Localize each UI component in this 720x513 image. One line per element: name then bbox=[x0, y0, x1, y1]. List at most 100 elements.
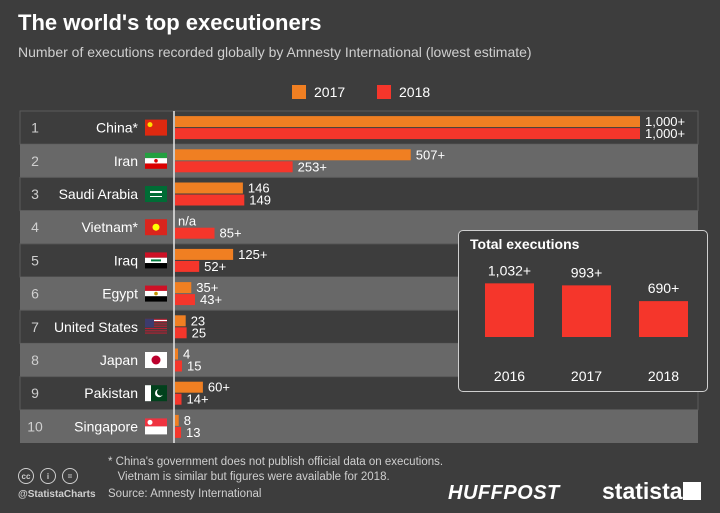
inset-bar bbox=[485, 283, 534, 337]
pakistan-flag-icon bbox=[145, 385, 167, 402]
chart-title: The world's top executioners bbox=[18, 10, 322, 35]
data-label-2017: 8 bbox=[184, 413, 191, 428]
data-label-2018: 1,000+ bbox=[645, 126, 685, 141]
inset-data-label: 1,032+ bbox=[488, 262, 531, 278]
bar-2018 bbox=[175, 260, 200, 272]
inset-chart: 1,032+ 2016 993+ 2017 690+ 2018 bbox=[485, 262, 688, 384]
row-border bbox=[19, 176, 699, 212]
rank-label: 2 bbox=[31, 153, 39, 169]
rank-label: 7 bbox=[31, 319, 39, 335]
bar-2018 bbox=[175, 393, 182, 405]
bar-2017 bbox=[175, 182, 243, 194]
data-label-2018: 15 bbox=[187, 359, 201, 374]
inset-data-label: 690+ bbox=[648, 280, 680, 296]
saudi-arabia-flag-icon bbox=[145, 186, 167, 202]
row-background bbox=[20, 409, 698, 443]
vietnam-flag-icon bbox=[145, 219, 167, 236]
inset-bar bbox=[639, 301, 688, 337]
bar-2018 bbox=[175, 327, 187, 339]
bar-2018 bbox=[175, 294, 195, 306]
egypt-flag-icon bbox=[145, 285, 167, 302]
bar-2017 bbox=[175, 149, 411, 161]
singapore-flag-icon bbox=[145, 418, 167, 435]
inset-category-label: 2016 bbox=[494, 368, 525, 384]
inset-category-label: 2017 bbox=[571, 368, 602, 384]
category-label: Iran bbox=[114, 153, 138, 169]
data-label-2017: 146 bbox=[248, 181, 270, 196]
statista-logo-icon bbox=[683, 482, 701, 500]
category-label: Singapore bbox=[74, 418, 138, 434]
bar-2017 bbox=[175, 348, 178, 360]
legend-label-2018: 2018 bbox=[399, 84, 431, 100]
statista-logo: statista bbox=[602, 478, 683, 504]
legend-swatch-2018 bbox=[377, 85, 391, 99]
inset-data-label: 993+ bbox=[571, 264, 603, 280]
statista-handle: @StatistaCharts bbox=[18, 489, 96, 500]
data-label-2018: 253+ bbox=[298, 159, 327, 174]
category-label: Iraq bbox=[114, 252, 138, 268]
category-label: Japan bbox=[100, 352, 138, 368]
category-label: Vietnam* bbox=[81, 219, 138, 235]
inset-category-label: 2018 bbox=[648, 368, 679, 384]
data-label-2018: 85+ bbox=[220, 226, 242, 241]
huffpost-logo: HUFFPOST bbox=[448, 482, 560, 504]
data-label-2018: 14+ bbox=[187, 392, 209, 407]
rank-label: 8 bbox=[31, 352, 39, 368]
legend-label-2017: 2017 bbox=[314, 84, 346, 100]
rank-label: 6 bbox=[31, 286, 39, 302]
legend-item-2018: 2018 bbox=[377, 84, 430, 100]
data-label-2017: 23 bbox=[191, 313, 205, 328]
rank-label: 9 bbox=[31, 385, 39, 401]
inset-bar bbox=[562, 285, 611, 337]
bar-2017 bbox=[175, 414, 179, 426]
category-label: United States bbox=[54, 319, 138, 335]
iran-flag-icon bbox=[145, 152, 167, 169]
japan-flag-icon bbox=[145, 352, 167, 368]
data-label-2018: 13 bbox=[186, 425, 200, 440]
category-label: China* bbox=[96, 120, 139, 136]
bar-2017 bbox=[175, 381, 203, 393]
attribution-icon: i bbox=[40, 468, 56, 484]
category-label: Egypt bbox=[102, 286, 138, 302]
bar-2017 bbox=[175, 282, 192, 294]
rank-label: 4 bbox=[31, 219, 39, 235]
inset-title: Total executions bbox=[470, 236, 580, 252]
legend-swatch-2017 bbox=[292, 85, 306, 99]
rank-label: 3 bbox=[31, 186, 39, 202]
bar-2017 bbox=[175, 315, 186, 327]
bar-2018 bbox=[175, 227, 215, 239]
us-flag-icon bbox=[145, 318, 167, 334]
data-label-2018: 43+ bbox=[200, 292, 222, 307]
no-derivatives-icon: = bbox=[62, 468, 78, 484]
legend-item-2017: 2017 bbox=[292, 84, 345, 100]
bar-2018 bbox=[175, 161, 293, 173]
data-label-2017: 1,000+ bbox=[645, 114, 685, 129]
data-label-2017: 4 bbox=[183, 347, 190, 362]
rank-label: 5 bbox=[31, 252, 39, 268]
bar-2018 bbox=[175, 426, 182, 438]
bar-2018 bbox=[175, 194, 245, 206]
category-label: Pakistan bbox=[84, 385, 138, 401]
data-label-2018: 149 bbox=[249, 193, 271, 208]
iraq-flag-icon bbox=[145, 252, 167, 269]
data-label-2018: 25 bbox=[192, 325, 206, 340]
rank-label: 1 bbox=[31, 120, 39, 136]
china-flag-icon bbox=[145, 119, 167, 136]
category-label: Saudi Arabia bbox=[59, 186, 139, 202]
source-note: Source: Amnesty International bbox=[108, 488, 262, 500]
bar-2018 bbox=[175, 128, 640, 140]
cc-icon: cc bbox=[18, 468, 34, 484]
bar-2017 bbox=[175, 248, 234, 260]
data-label-2017: 60+ bbox=[208, 380, 230, 395]
bar-2017 bbox=[175, 116, 640, 128]
rank-label: 10 bbox=[27, 418, 43, 434]
footnote: * China's government does not publish of… bbox=[108, 456, 444, 483]
data-label-2017: 35+ bbox=[196, 280, 218, 295]
data-label-2017: n/a bbox=[178, 214, 197, 229]
chart-subtitle: Number of executions recorded globally b… bbox=[18, 44, 532, 60]
data-label-2017: 125+ bbox=[238, 247, 267, 262]
data-label-2017: 507+ bbox=[416, 147, 445, 162]
bar-2018 bbox=[175, 360, 182, 372]
data-label-2018: 52+ bbox=[204, 259, 226, 274]
